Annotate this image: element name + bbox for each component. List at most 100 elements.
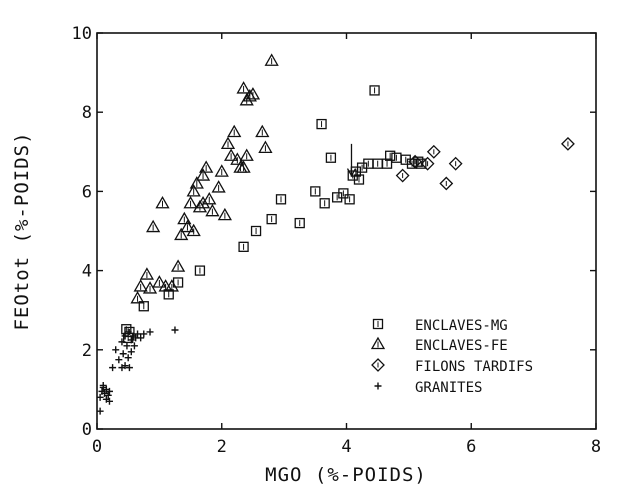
point-enclaves-fe-21 (202, 192, 217, 205)
point-granites-16 (119, 350, 127, 358)
point-enclaves-fe-4 (146, 219, 161, 233)
point-granites-9 (96, 407, 104, 415)
point-enclaves-mg-13 (316, 118, 327, 130)
point-enclaves-fe-14 (186, 223, 201, 237)
point-filons-tardifs-0 (395, 168, 410, 183)
point-enclaves-mg-3 (138, 301, 149, 312)
point-enclaves-fe-10 (174, 227, 189, 241)
point-enclaves-fe-6 (155, 195, 170, 209)
legend-symbol-filons-tardifs (371, 358, 385, 372)
point-enclaves-fe-28 (227, 124, 242, 138)
point-enclaves-fe-36 (245, 87, 261, 100)
point-enclaves-fe-16 (189, 176, 204, 189)
point-enclaves-mg-6 (194, 265, 206, 276)
point-granites-20 (124, 354, 132, 362)
point-enclaves-fe-37 (255, 124, 270, 138)
point-enclaves-fe-5 (152, 275, 167, 288)
point-granites-22 (125, 364, 133, 372)
point-enclaves-fe-13 (183, 195, 198, 209)
point-granites-29 (137, 334, 145, 342)
series-granites (96, 326, 179, 415)
legend-label-enclaves-fe: ENCLAVES-FE (415, 338, 508, 354)
point-enclaves-mg-17 (338, 188, 349, 199)
y-axis-title: FEOtot (%-POIDS) (11, 131, 33, 330)
point-filons-tardifs-1 (408, 154, 423, 169)
point-enclaves-fe-15 (186, 184, 201, 197)
point-enclaves-fe-29 (230, 152, 245, 165)
point-enclaves-mg-26 (381, 158, 393, 169)
point-enclaves-fe-11 (177, 211, 192, 225)
legend-symbol-granites (374, 382, 382, 390)
point-granites-0 (96, 393, 104, 401)
x-tick-label-4: 4 (341, 437, 351, 457)
y-tick-label-2: 2 (82, 341, 92, 361)
x-tick-label-2: 2 (217, 437, 227, 457)
x-tick-label-8: 8 (591, 437, 601, 457)
point-filons-tardifs-3 (426, 144, 441, 159)
point-enclaves-fe-27 (223, 148, 239, 161)
point-granites-31 (146, 328, 154, 336)
point-granites-32 (171, 326, 179, 334)
point-granites-21 (124, 328, 132, 336)
point-enclaves-fe-23 (211, 180, 226, 193)
point-enclaves-mg-4 (163, 289, 174, 300)
point-enclaves-fe-2 (139, 267, 155, 280)
point-enclaves-mg-24 (372, 158, 383, 169)
point-enclaves-mg-11 (294, 217, 305, 229)
point-enclaves-fe-26 (220, 136, 236, 150)
point-enclaves-fe-20 (199, 160, 214, 173)
legend-entry-enclaves-mg: ENCLAVES-MG (372, 318, 508, 334)
point-enclaves-fe-3 (142, 281, 158, 294)
point-granites-28 (134, 330, 142, 338)
series-enclaves-mg (121, 85, 427, 344)
point-enclaves-fe-9 (170, 259, 186, 272)
legend-marker-diamond (371, 358, 385, 372)
point-granites-10 (99, 383, 107, 391)
point-enclaves-fe-22 (205, 203, 220, 217)
legend-symbol-enclaves-mg (372, 318, 384, 330)
legend-label-filons-tardifs: FILONS TARDIFS (415, 359, 533, 375)
point-filons-tardifs-4 (439, 176, 454, 191)
point-enclaves-fe-38 (258, 140, 273, 153)
legend: ENCLAVES-MG ENCLAVES-FE FILONS TARDIFS G… (370, 318, 533, 396)
point-enclaves-fe-31 (236, 160, 251, 173)
point-granites-7 (105, 387, 113, 395)
point-granites-17 (121, 362, 129, 370)
point-enclaves-fe-19 (195, 168, 211, 181)
legend-label-enclaves-mg: ENCLAVES-MG (415, 318, 508, 334)
legend-label-granites: GRANITES (415, 380, 482, 396)
point-filons-tardifs-5 (448, 156, 463, 171)
point-granites-11 (109, 364, 117, 372)
legend-symbol-enclaves-fe (370, 336, 386, 350)
point-granites-30 (140, 330, 148, 338)
point-enclaves-fe-1 (133, 279, 148, 292)
point-enclaves-mg-12 (310, 186, 321, 197)
point-enclaves-fe-32 (239, 148, 254, 161)
legend-marker-plus (374, 382, 382, 390)
y-tick-label-0: 0 (82, 420, 92, 440)
point-enclaves-mg-9 (266, 213, 277, 225)
point-enclaves-mg-15 (325, 152, 337, 163)
annotations (346, 143, 357, 177)
point-enclaves-fe-39 (264, 53, 279, 66)
point-enclaves-mg-25 (369, 85, 380, 96)
point-enclaves-mg-10 (275, 194, 287, 205)
point-enclaves-mg-27 (385, 150, 396, 161)
point-granites-18 (121, 332, 129, 340)
y-tick-label-10: 10 (72, 24, 92, 44)
y-tick-label-4: 4 (82, 262, 92, 282)
y-tick-label-8: 8 (82, 103, 92, 123)
point-enclaves-mg-7 (238, 241, 249, 252)
annotation-arrow-head (346, 168, 357, 177)
x-tick-label-6: 6 (466, 437, 476, 457)
point-filons-tardifs-2 (420, 156, 435, 171)
point-granites-23 (127, 336, 135, 344)
point-granites-15 (118, 338, 126, 346)
axis-ticks: 0 2 4 6 8 0 2 4 6 8 10 (72, 24, 602, 457)
point-granites-6 (104, 391, 112, 399)
data-points (96, 53, 575, 415)
point-enclaves-mg-8 (250, 225, 262, 237)
point-enclaves-fe-25 (217, 207, 232, 221)
point-granites-12 (112, 346, 120, 354)
